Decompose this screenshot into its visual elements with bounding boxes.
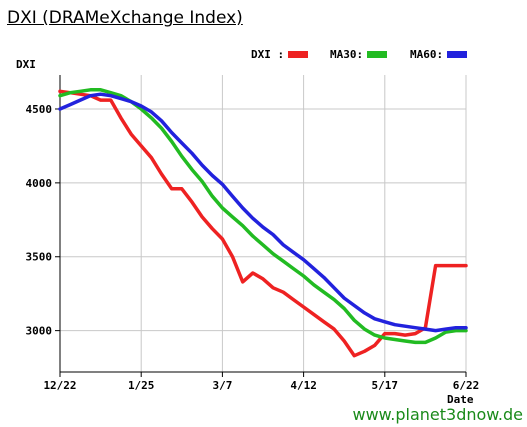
- x-tick-label: 3/7: [212, 379, 232, 392]
- legend-dxi-swatch: [288, 51, 309, 58]
- y-tick-label: 4500: [26, 103, 53, 116]
- y-tick-label: 3000: [26, 325, 53, 338]
- site-credit: www.planet3dnow.de: [352, 405, 523, 424]
- x-tick-label: 12/22: [43, 379, 76, 392]
- grid: [60, 75, 467, 372]
- y-tick-label: 3500: [26, 251, 53, 264]
- legend-dxi: DXI :: [251, 48, 309, 61]
- legend-ma60-label: MA60:: [410, 48, 444, 61]
- legend-ma30-label: MA30:: [330, 48, 364, 61]
- x-axis-label: Date: [447, 393, 474, 406]
- legend-ma60-swatch: [447, 51, 468, 58]
- series-line-ma30: [58, 88, 468, 345]
- chart-title: DXI (DRAMeXchange Index): [7, 8, 243, 28]
- legend-ma30: MA30:: [330, 48, 388, 61]
- legend-ma60: MA60:: [410, 48, 468, 61]
- x-tick-label: 5/17: [372, 379, 399, 392]
- legend-ma30-swatch: [367, 51, 388, 58]
- series-line-ma60: [58, 92, 468, 333]
- y-axis-label: DXI: [16, 58, 36, 71]
- y-tick-label: 4000: [26, 177, 53, 190]
- x-tick-label: 6/22: [453, 379, 480, 392]
- x-tick-label: 4/12: [290, 379, 317, 392]
- series: [58, 88, 468, 358]
- x-tick-label: 1/25: [128, 379, 155, 392]
- tick-labels: 12/22 1/25 3/7 4/12 5/17 6/22 3000 3500 4000 4500: [26, 103, 480, 392]
- legend-dxi-label: DXI :: [251, 48, 285, 61]
- axes: [55, 75, 467, 377]
- series-line-dxi: [58, 89, 468, 358]
